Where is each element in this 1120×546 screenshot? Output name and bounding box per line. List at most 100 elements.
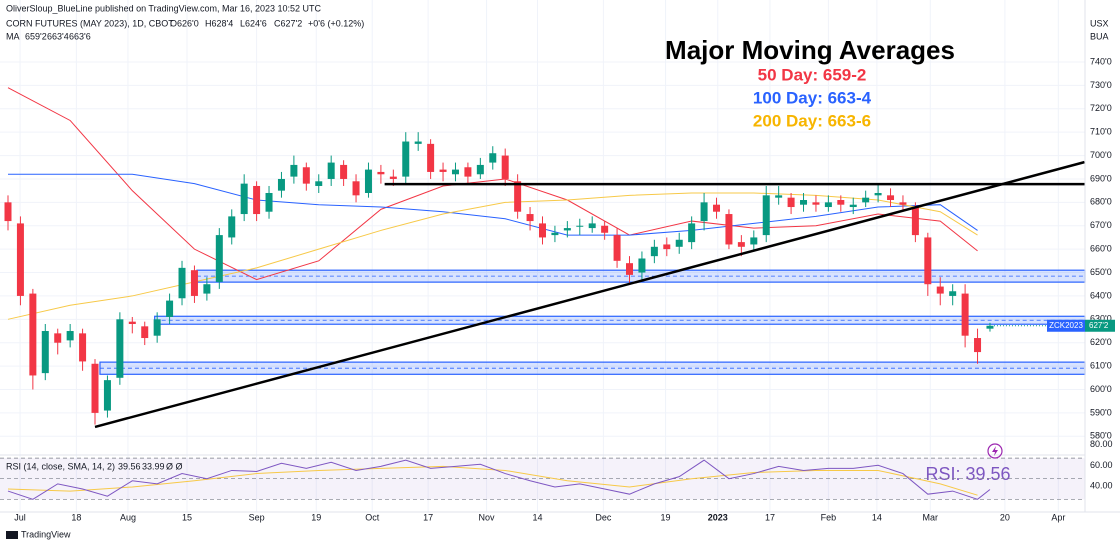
candle-body: [464, 167, 472, 177]
y-tick-label: 600'0: [1090, 384, 1112, 394]
change: +0'6 (+0.12%): [308, 18, 364, 28]
candle-body: [352, 181, 360, 196]
candle-body: [800, 200, 808, 205]
candle-body: [265, 192, 273, 212]
candle-body: [91, 363, 99, 413]
candle-body: [750, 237, 758, 245]
candle-body: [451, 169, 459, 175]
x-tick-label: 14: [533, 512, 543, 522]
candle-body: [551, 232, 559, 236]
event-bolt: [992, 446, 998, 456]
ma-200-value: 663'6: [69, 31, 91, 41]
candle-body: [812, 202, 820, 205]
rsi-tick-label: 60.00: [1090, 460, 1113, 470]
x-tick-label: Aug: [120, 512, 136, 522]
candle-body: [588, 223, 596, 229]
candle-body: [713, 204, 721, 212]
x-tick-label: 17: [765, 512, 775, 522]
candle-body: [700, 202, 708, 222]
grid: [0, 0, 1085, 512]
ohlc-close: C627'2: [274, 18, 302, 28]
ohlc-open: O626'0: [170, 18, 199, 28]
x-tick-label: 14: [872, 512, 882, 522]
candle-body: [116, 319, 124, 378]
candle-body: [402, 141, 410, 177]
candle-body: [663, 244, 671, 250]
x-tick-label: 19: [661, 512, 671, 522]
rsi-tick-label: 40.00: [1090, 480, 1113, 490]
candle-body: [228, 216, 236, 238]
y-tick-label: 620'0: [1090, 337, 1112, 347]
x-tick-label: Mar: [923, 512, 939, 522]
y-tick-label: 710'0: [1090, 127, 1112, 137]
candle-body: [775, 195, 783, 198]
x-tick-label: 2023: [708, 512, 728, 522]
event-icon: [987, 443, 1003, 459]
candle-body: [190, 270, 198, 296]
candle-body: [576, 225, 584, 227]
candle-body: [476, 164, 484, 175]
candle-body: [103, 380, 111, 411]
x-tick-label: 20: [1000, 512, 1010, 522]
candle-body: [389, 176, 397, 179]
rsi-tick-label: 80.00: [1090, 439, 1113, 449]
candle-body: [166, 300, 174, 317]
moving-average: [8, 173, 978, 236]
candle-body: [203, 284, 211, 294]
x-tick-label: 18: [71, 512, 81, 522]
candle-body: [54, 333, 62, 343]
candle-body: [4, 202, 12, 222]
x-tick-label: Dec: [595, 512, 612, 522]
y-tick-label: 670'0: [1090, 220, 1112, 230]
candle-body: [66, 331, 74, 341]
rsi-sma: [7, 465, 978, 496]
candle-body: [961, 293, 969, 336]
y-tick-label: 680'0: [1090, 197, 1112, 207]
candle-body: [626, 263, 633, 275]
x-tick-label: Jul: [14, 512, 26, 522]
candle-body: [601, 225, 609, 233]
ma-50-value: 659'2: [25, 31, 47, 41]
candle-body: [986, 325, 994, 329]
candle-body: [924, 237, 932, 285]
y-tick-label: 700'0: [1090, 150, 1112, 160]
candle-body: [911, 207, 919, 236]
ticker-label: ZCK2023: [1049, 321, 1083, 330]
rsi-sma-value: 33.99: [142, 461, 165, 471]
candle-body: [427, 143, 435, 172]
logo: [6, 531, 18, 539]
y-tick-label: 660'0: [1090, 244, 1112, 254]
ma-label: MA: [6, 31, 20, 41]
candle-body: [725, 214, 733, 245]
y-tick-label: 610'0: [1090, 360, 1112, 370]
rsi-value: 39.56: [118, 461, 141, 471]
candle-body: [538, 223, 546, 238]
header: OliverSloup_BlueLine published on Tradin…: [6, 3, 1109, 539]
author: OliverSloup_BlueLine published on Tradin…: [6, 3, 322, 13]
annotation-line: 200 Day: 663-6: [753, 111, 871, 130]
currency: USX: [1090, 18, 1109, 28]
candle-body: [638, 258, 646, 273]
candle-body: [153, 319, 161, 336]
candle-body: [29, 293, 37, 376]
candle-body: [41, 331, 49, 374]
x-tick-label: Sep: [249, 512, 265, 522]
candle-body: [837, 200, 845, 205]
y-tick-label: 690'0: [1090, 173, 1112, 183]
candle-body: [849, 204, 857, 208]
candle-body: [178, 267, 186, 299]
candle-body: [887, 195, 895, 201]
candle-body: [688, 223, 696, 243]
x-tick-label: Oct: [365, 512, 380, 522]
candle-body: [650, 246, 658, 257]
axes: 740'0 730'0 720'0 710'0 700'0 690'0 680'0 670'0…: [0, 0, 1120, 522]
price-tag: [1085, 319, 1115, 332]
candle-body: [327, 162, 335, 179]
candle-body: [315, 181, 323, 186]
candle-body: [787, 197, 795, 208]
y-tick-label: 630'0: [1090, 314, 1112, 324]
candle-body: [141, 326, 149, 339]
annotation-line: 50 Day: 659-2: [758, 65, 867, 84]
